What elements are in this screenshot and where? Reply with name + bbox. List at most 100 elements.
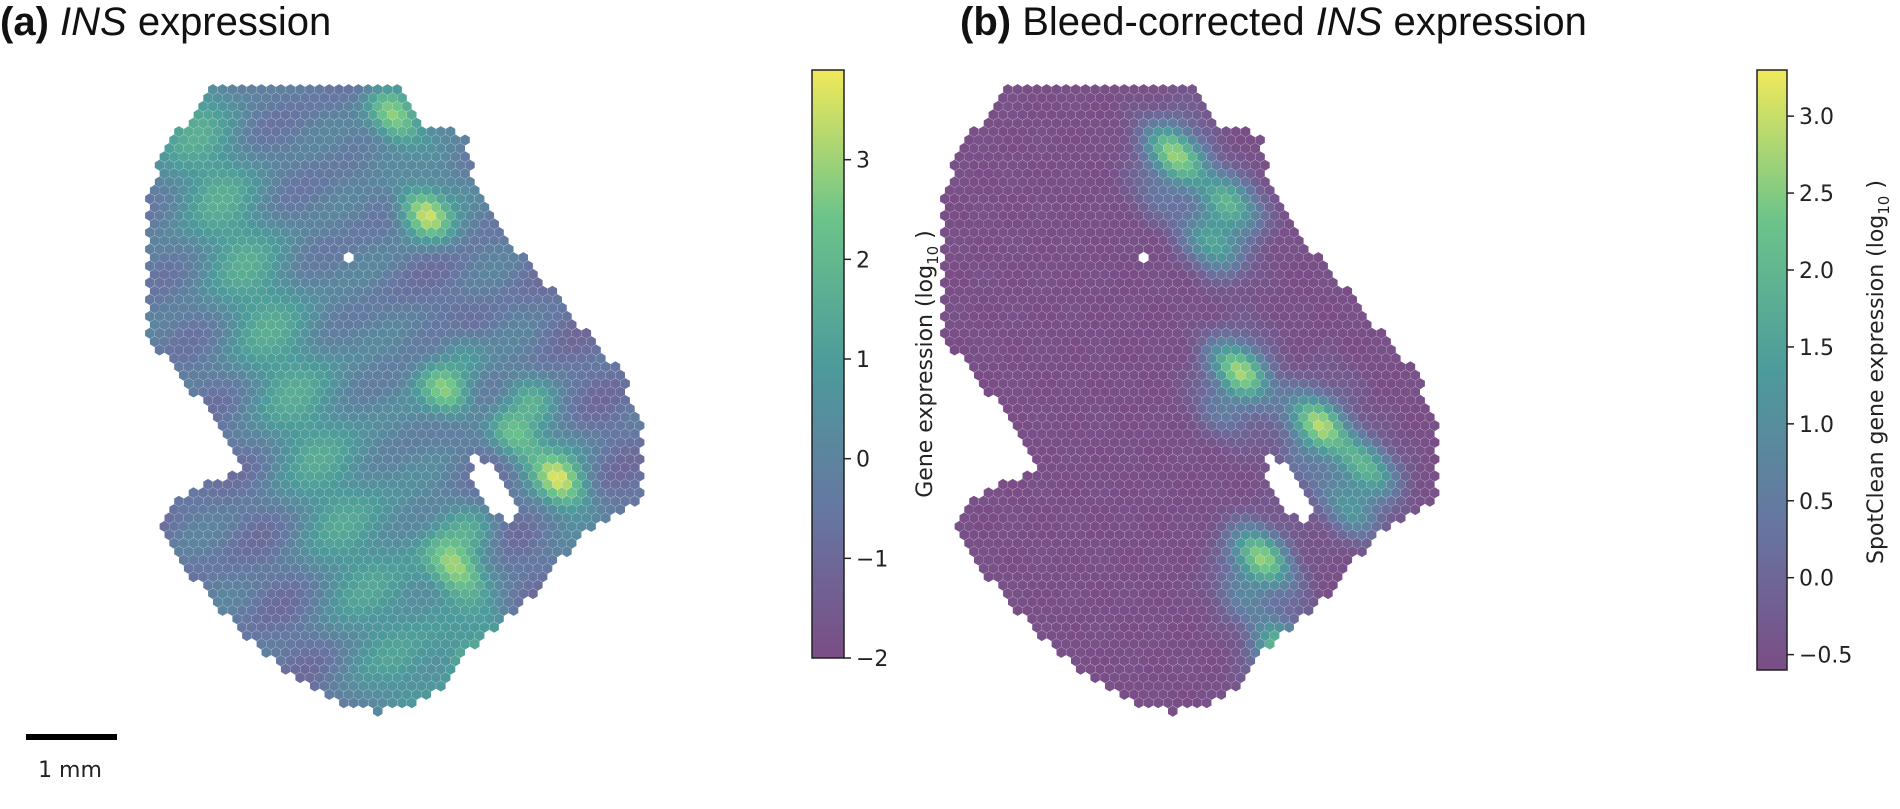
spot-hex	[266, 604, 276, 616]
spot-hex	[1415, 445, 1425, 457]
spot-hex	[285, 84, 296, 96]
spot-hex	[213, 344, 223, 356]
spot-hex	[1003, 588, 1013, 600]
spot-hex	[1255, 268, 1265, 280]
spot-hex	[416, 126, 427, 138]
spot-hex	[1289, 445, 1299, 457]
spot-hex	[576, 520, 587, 532]
spot-hex	[513, 378, 524, 390]
spot-hex	[1124, 428, 1134, 440]
spot-hex	[1046, 92, 1057, 104]
spot-hex	[983, 554, 994, 566]
spot-hex	[1066, 294, 1076, 306]
spot-hex	[1012, 268, 1023, 280]
spot-hex	[1192, 327, 1202, 339]
spot-hex	[382, 117, 393, 129]
spot-hex	[1114, 512, 1125, 524]
spot-hex	[407, 109, 417, 121]
spot-hex	[537, 302, 548, 314]
spot-hex	[203, 478, 213, 490]
spot-hex	[310, 394, 320, 406]
spot-hex	[1357, 529, 1367, 541]
spot-hex	[339, 562, 349, 574]
spot-hex	[237, 453, 247, 465]
spot-hex	[1308, 310, 1319, 322]
spot-hex	[174, 512, 184, 524]
spot-hex	[1061, 252, 1071, 264]
spot-hex	[1289, 512, 1299, 524]
spot-hex	[339, 512, 349, 524]
spot-hex	[392, 218, 402, 230]
spot-hex	[1308, 277, 1319, 289]
spot-hex	[387, 260, 398, 272]
spot-hex	[1124, 243, 1134, 255]
spot-hex	[1265, 369, 1275, 381]
spot-hex	[1158, 151, 1168, 163]
spot-hex	[440, 672, 451, 684]
spot-hex	[431, 168, 441, 180]
spot-hex	[154, 260, 165, 272]
spot-hex	[377, 445, 388, 457]
spot-hex	[193, 529, 204, 541]
spot-hex	[1357, 445, 1367, 457]
spot-hex	[1265, 319, 1275, 331]
spot-hex	[1105, 512, 1115, 524]
spot-hex	[610, 378, 621, 390]
spot-hex	[1143, 478, 1154, 490]
spot-hex	[1255, 487, 1265, 499]
spot-hex	[1260, 176, 1270, 188]
spot-hex	[280, 344, 291, 356]
spot-hex	[581, 445, 592, 457]
spot-hex	[421, 134, 431, 146]
spot-hex	[164, 159, 174, 171]
spot-hex	[1017, 142, 1028, 154]
spot-hex	[242, 445, 252, 457]
spot-hex	[1172, 109, 1183, 121]
spot-hex	[601, 394, 611, 406]
spot-hex	[1211, 294, 1222, 306]
spot-hex	[983, 487, 994, 499]
spot-hex	[479, 588, 490, 600]
spot-hex	[445, 243, 456, 255]
spot-hex	[319, 378, 330, 390]
spot-hex	[1163, 142, 1173, 154]
spot-hex	[407, 361, 417, 373]
spot-hex	[440, 184, 451, 196]
spot-hex	[1429, 436, 1440, 448]
spot-hex	[295, 672, 305, 684]
spot-hex	[1163, 529, 1173, 541]
spot-hex	[998, 193, 1008, 205]
spot-hex	[266, 285, 276, 297]
spot-hex	[1182, 394, 1193, 406]
spot-hex	[237, 621, 247, 633]
spot-hex	[1303, 403, 1314, 415]
spot-hex	[1396, 394, 1406, 406]
spot-hex	[358, 579, 368, 591]
spot-hex	[484, 327, 495, 339]
spot-hex	[387, 327, 398, 339]
spot-hex	[1114, 361, 1125, 373]
spot-hex	[373, 672, 383, 684]
spot-hex	[1090, 336, 1100, 348]
spot-hex	[518, 285, 528, 297]
spot-hex	[1114, 260, 1125, 272]
spot-hex	[1061, 336, 1071, 348]
spot-hex	[489, 302, 499, 314]
spot-hex	[504, 562, 514, 574]
spot-hex	[416, 193, 427, 205]
spot-hex	[1187, 268, 1197, 280]
spot-hex	[246, 235, 257, 247]
spot-hex	[1124, 277, 1134, 289]
spot-hex	[1240, 512, 1251, 524]
spot-hex	[1095, 109, 1105, 121]
spot-hex	[149, 319, 160, 331]
spot-hex	[1041, 403, 1052, 415]
spot-hex	[542, 428, 553, 440]
spot-hex	[232, 529, 242, 541]
spot-hex	[1071, 403, 1081, 415]
spot-hex	[377, 176, 388, 188]
spot-hex	[1037, 579, 1047, 591]
spot-hex	[1119, 520, 1129, 532]
spot-hex	[397, 378, 407, 390]
spot-hex	[183, 529, 194, 541]
